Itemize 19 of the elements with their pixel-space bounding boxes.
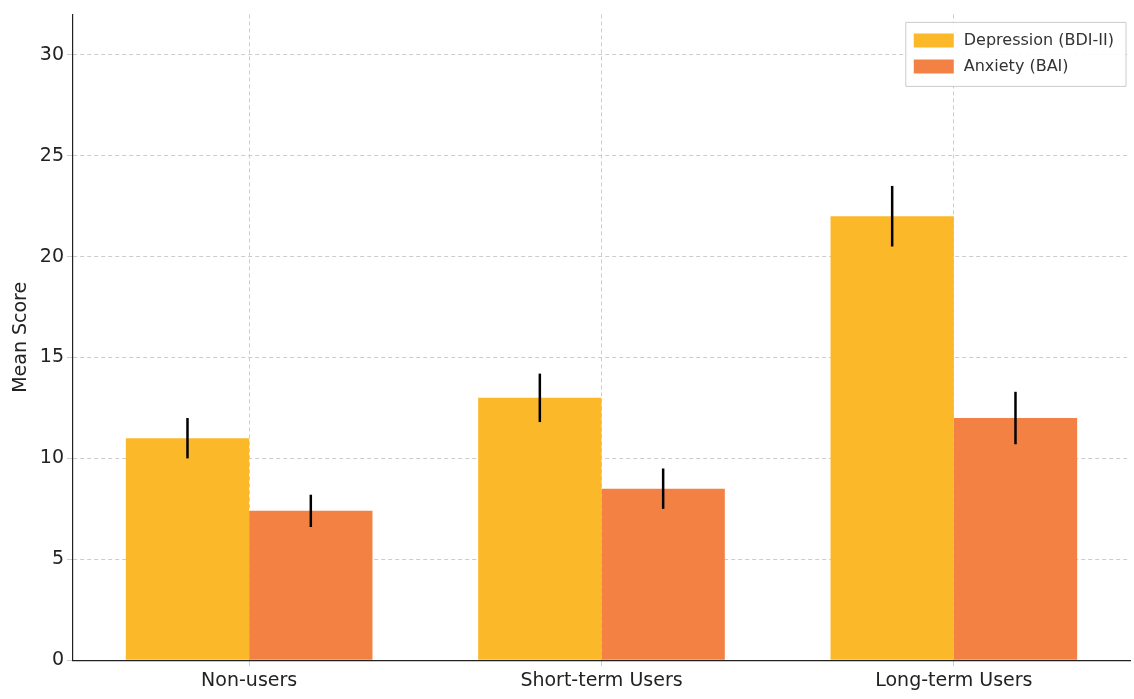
bar [601, 488, 725, 660]
y-axis-title: Mean Score [8, 281, 31, 393]
x-tick-label: Non-users [201, 667, 298, 690]
bar [249, 510, 373, 660]
y-tick-label: 0 [51, 647, 64, 670]
y-tick-label: 25 [39, 142, 64, 165]
y-tick-label: 15 [39, 344, 64, 367]
y-tick-label: 20 [39, 243, 64, 266]
legend-label: Anxiety (BAI) [963, 55, 1069, 75]
x-tick-label: Short-term Users [520, 667, 683, 690]
x-tick-label: Long-term Users [875, 667, 1033, 690]
legend-label: Depression (BDI-II) [963, 29, 1114, 49]
bar [125, 438, 250, 660]
y-tick-label: 30 [39, 41, 64, 64]
y-tick-label: 10 [39, 445, 64, 468]
bar [953, 418, 1078, 660]
bar [830, 216, 954, 660]
bar [478, 397, 602, 660]
y-tick-label: 5 [51, 546, 64, 569]
